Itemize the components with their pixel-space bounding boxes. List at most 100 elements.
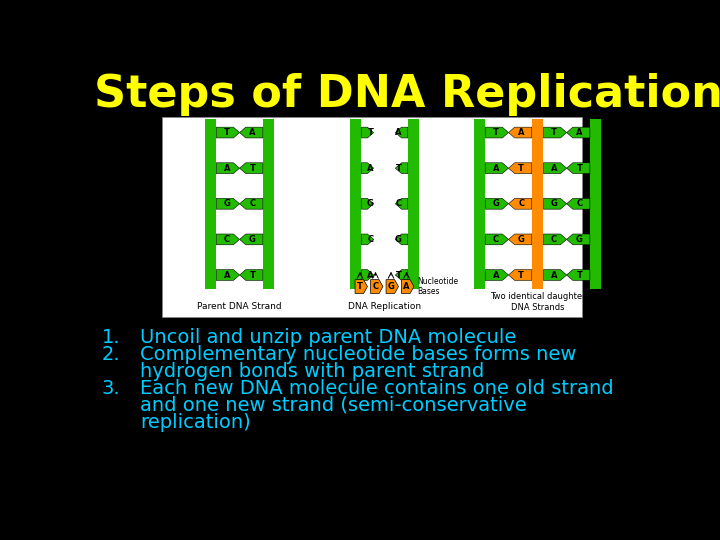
Text: C: C — [249, 199, 256, 208]
Text: G: G — [492, 199, 499, 208]
Text: C: C — [372, 282, 379, 291]
Polygon shape — [402, 280, 414, 294]
Bar — [162, 117, 582, 318]
Text: T: T — [492, 128, 499, 137]
Polygon shape — [395, 234, 408, 245]
Polygon shape — [567, 198, 590, 209]
Bar — [351, 119, 361, 289]
Polygon shape — [216, 269, 240, 280]
Text: Each new DNA molecule contains one old strand: Each new DNA molecule contains one old s… — [140, 379, 614, 398]
Text: A: A — [223, 164, 230, 173]
Polygon shape — [544, 234, 567, 245]
Polygon shape — [386, 280, 398, 294]
Text: replication): replication) — [140, 413, 251, 432]
Polygon shape — [361, 127, 374, 138]
Text: A: A — [395, 128, 402, 137]
Polygon shape — [485, 269, 508, 280]
Polygon shape — [371, 280, 383, 294]
Bar — [263, 119, 274, 289]
Polygon shape — [240, 163, 263, 173]
Text: DNA Replication: DNA Replication — [348, 302, 421, 311]
Polygon shape — [544, 127, 567, 138]
Bar — [205, 119, 216, 289]
Text: C: C — [224, 235, 230, 244]
Text: G: G — [367, 199, 374, 208]
Polygon shape — [508, 163, 532, 173]
Text: hydrogen bonds with parent strand: hydrogen bonds with parent strand — [140, 362, 485, 381]
Text: Steps of DNA Replication: Steps of DNA Replication — [94, 72, 720, 116]
Text: T: T — [551, 128, 557, 137]
Text: G: G — [395, 235, 402, 244]
Polygon shape — [544, 269, 567, 280]
Polygon shape — [216, 234, 240, 245]
Text: T: T — [518, 164, 524, 173]
Polygon shape — [361, 163, 374, 173]
Text: A: A — [492, 164, 499, 173]
Text: 1.: 1. — [102, 328, 120, 347]
Polygon shape — [508, 234, 532, 245]
Polygon shape — [567, 163, 590, 173]
Polygon shape — [361, 269, 374, 280]
Text: A: A — [249, 128, 256, 137]
Text: G: G — [550, 199, 557, 208]
Text: A: A — [551, 164, 557, 173]
Text: C: C — [576, 199, 582, 208]
Bar — [474, 119, 485, 289]
Text: Two identical daughter
DNA Strands: Two identical daughter DNA Strands — [490, 292, 585, 312]
Polygon shape — [240, 269, 263, 280]
Text: A: A — [518, 128, 525, 137]
Bar — [590, 119, 600, 289]
Text: 2.: 2. — [102, 345, 120, 364]
Polygon shape — [544, 163, 567, 173]
Polygon shape — [567, 269, 590, 280]
Polygon shape — [567, 127, 590, 138]
Polygon shape — [361, 198, 374, 209]
Text: G: G — [249, 235, 256, 244]
Text: Uncoil and unzip parent DNA molecule: Uncoil and unzip parent DNA molecule — [140, 328, 517, 347]
Text: C: C — [395, 199, 402, 208]
Text: C: C — [492, 235, 499, 244]
Polygon shape — [216, 163, 240, 173]
Text: and one new strand (semi-conservative: and one new strand (semi-conservative — [140, 396, 527, 415]
Text: A: A — [492, 271, 499, 280]
Bar — [533, 119, 544, 289]
Text: Complementary nucleotide bases forms new: Complementary nucleotide bases forms new — [140, 345, 577, 364]
Text: C: C — [551, 235, 557, 244]
Polygon shape — [216, 198, 240, 209]
Text: T: T — [395, 164, 401, 173]
Text: T: T — [577, 271, 582, 280]
Text: T: T — [577, 164, 582, 173]
Polygon shape — [216, 127, 240, 138]
Text: A: A — [403, 282, 410, 291]
Polygon shape — [485, 127, 508, 138]
Text: A: A — [367, 164, 374, 173]
Text: T: T — [518, 271, 524, 280]
Text: T: T — [395, 271, 401, 280]
Polygon shape — [508, 198, 532, 209]
Text: G: G — [387, 282, 395, 291]
Polygon shape — [395, 127, 408, 138]
Text: Parent DNA Strand: Parent DNA Strand — [197, 302, 282, 311]
Polygon shape — [395, 198, 408, 209]
Text: T: T — [357, 282, 363, 291]
Polygon shape — [240, 127, 263, 138]
Polygon shape — [485, 163, 508, 173]
Text: 3.: 3. — [102, 379, 120, 398]
Polygon shape — [508, 269, 532, 280]
Bar — [408, 119, 418, 289]
Polygon shape — [485, 234, 508, 245]
Polygon shape — [485, 198, 508, 209]
Polygon shape — [240, 198, 263, 209]
Polygon shape — [395, 269, 408, 280]
Polygon shape — [240, 234, 263, 245]
Polygon shape — [508, 127, 532, 138]
Text: G: G — [518, 235, 525, 244]
Text: A: A — [367, 271, 374, 280]
Text: A: A — [223, 271, 230, 280]
Polygon shape — [567, 234, 590, 245]
Polygon shape — [361, 234, 374, 245]
Text: T: T — [224, 128, 230, 137]
Text: C: C — [367, 235, 374, 244]
Text: T: T — [368, 128, 374, 137]
Text: C: C — [518, 199, 524, 208]
